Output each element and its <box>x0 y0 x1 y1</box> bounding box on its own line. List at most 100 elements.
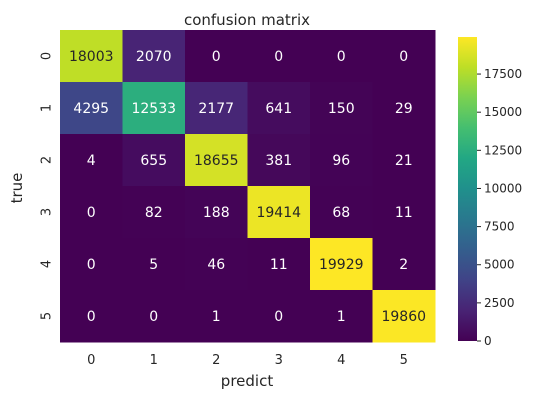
y-tick-label: 4 <box>40 260 55 268</box>
heatmap-cell <box>60 290 123 343</box>
colorbar-tick-label: 17500 <box>484 67 522 81</box>
colorbar-tick-label: 2500 <box>484 296 515 310</box>
heatmap-cell <box>247 186 311 239</box>
cell-value-label: 19414 <box>256 205 301 221</box>
cell-value-label: 2177 <box>198 101 234 117</box>
cell-value-label: 68 <box>332 205 350 221</box>
heatmap-cell <box>310 238 373 291</box>
y-tick-label: 2 <box>40 156 55 164</box>
cell-value-label: 381 <box>265 153 292 169</box>
heatmap-cell <box>60 30 123 83</box>
colorbar <box>458 37 477 341</box>
heatmap-cell <box>372 238 436 291</box>
cell-value-label: 12533 <box>131 101 176 117</box>
cell-value-label: 150 <box>328 101 355 117</box>
colorbar-tick-label: 7500 <box>484 220 515 234</box>
cell-value-label: 4295 <box>73 101 109 117</box>
y-tick-label: 1 <box>40 104 55 112</box>
heatmap-cell <box>185 30 248 83</box>
cell-value-label: 18655 <box>194 153 239 169</box>
cell-value-label: 19860 <box>381 309 426 325</box>
cell-value-label: 0 <box>337 49 346 65</box>
y-axis-label: true <box>8 173 26 204</box>
y-tick-label: 3 <box>40 208 55 216</box>
heatmap-cell <box>122 134 186 187</box>
x-axis-ticks: 0 1 2 3 4 5 <box>87 353 408 368</box>
heatmap-cell <box>310 134 373 187</box>
heatmap-cell <box>185 82 248 135</box>
cell-value-label: 2 <box>399 257 408 273</box>
heatmap-cell <box>60 134 123 187</box>
cell-value-label: 0 <box>212 49 221 65</box>
heatmap-cell <box>247 82 311 135</box>
cell-value-label: 0 <box>399 49 408 65</box>
cell-value-label: 5 <box>149 257 158 273</box>
cell-value-label: 655 <box>140 153 167 169</box>
heatmap-cell <box>60 186 123 239</box>
heatmap-cell <box>310 82 373 135</box>
x-tick-label: 2 <box>212 353 220 368</box>
heatmap-cell <box>122 186 186 239</box>
heatmap-cell <box>310 30 373 83</box>
x-tick-label: 4 <box>337 353 345 368</box>
heatmap-cell <box>60 238 123 291</box>
cell-value-label: 82 <box>145 205 163 221</box>
colorbar-ticks: 0 2500 5000 7500 10000 12500 15000 17500 <box>477 67 522 348</box>
heatmap-cell <box>247 238 311 291</box>
heatmap-cell <box>185 238 248 291</box>
cell-value-label: 0 <box>87 205 96 221</box>
y-axis-ticks: 0 1 2 3 4 5 <box>40 52 55 320</box>
colorbar-tick-label: 0 <box>484 334 492 348</box>
heatmap-cell <box>60 82 123 135</box>
heatmap-cell <box>185 290 248 343</box>
cell-value-label: 11 <box>395 205 413 221</box>
cell-value-label: 0 <box>87 257 96 273</box>
colorbar-tick-label: 5000 <box>484 258 515 272</box>
cell-value-label: 19929 <box>319 257 364 273</box>
heatmap-cell <box>247 290 311 343</box>
heatmap-cell <box>310 290 373 343</box>
cell-value-label: 641 <box>265 101 292 117</box>
heatmap-cell <box>122 82 186 135</box>
cell-value-label: 188 <box>203 205 230 221</box>
cell-value-label: 11 <box>270 257 288 273</box>
x-tick-label: 5 <box>400 353 408 368</box>
heatmap-cell <box>372 82 436 135</box>
cell-value-label: 29 <box>395 101 413 117</box>
heatmap-cell <box>372 290 436 343</box>
cell-value-label: 0 <box>87 309 96 325</box>
cell-value-label: 21 <box>395 153 413 169</box>
heatmap-cell <box>247 30 311 83</box>
heatmap-cell <box>185 186 248 239</box>
heatmap-cell <box>310 186 373 239</box>
cell-value-label: 96 <box>332 153 350 169</box>
x-tick-label: 3 <box>275 353 283 368</box>
heatmap-cell <box>122 30 186 83</box>
cell-value-label: 18003 <box>69 49 114 65</box>
cell-value-label: 2070 <box>136 49 172 65</box>
x-tick-label: 1 <box>150 353 158 368</box>
cell-value-label: 0 <box>274 309 283 325</box>
heatmap-cell <box>372 30 436 83</box>
colorbar-tick-label: 15000 <box>484 105 522 119</box>
x-axis-label: predict <box>221 372 274 390</box>
cell-value-label: 46 <box>207 257 225 273</box>
cell-value-label: 0 <box>149 309 158 325</box>
heatmap-cell <box>122 290 186 343</box>
heatmap-cell <box>372 186 436 239</box>
cell-value-label: 4 <box>87 153 96 169</box>
x-tick-label: 0 <box>87 353 95 368</box>
cell-value-label: 0 <box>274 49 283 65</box>
chart-title: confusion matrix <box>184 11 310 29</box>
cell-value-label: 1 <box>212 309 221 325</box>
heatmap-cell <box>247 134 311 187</box>
heatmap-cells <box>60 30 436 343</box>
cell-value-label: 1 <box>337 309 346 325</box>
colorbar-tick-label: 12500 <box>484 143 522 157</box>
heatmap-cell <box>372 134 436 187</box>
heatmap-cell <box>122 238 186 291</box>
y-tick-label: 5 <box>40 312 55 320</box>
y-tick-label: 0 <box>40 52 55 60</box>
